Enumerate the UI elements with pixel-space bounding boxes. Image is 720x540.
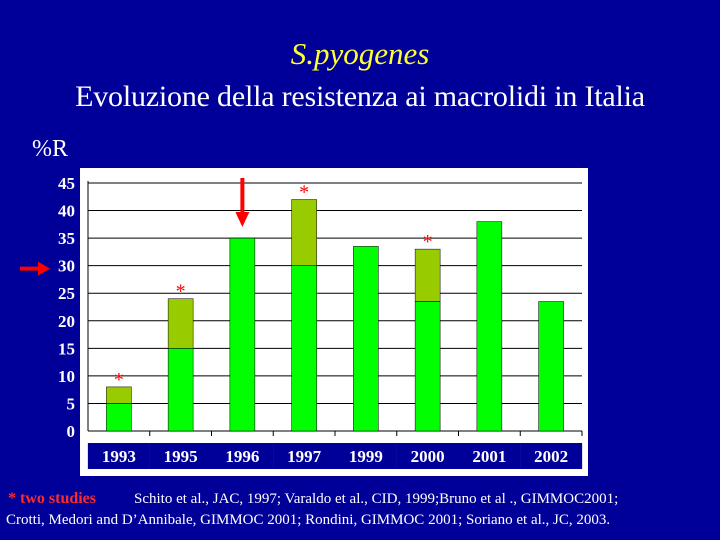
y-tick-label: 30 (58, 257, 75, 276)
star-marker: * (114, 369, 124, 391)
y-tick-label: 45 (58, 174, 75, 193)
bar-segment-primary (414, 301, 441, 432)
bar-segment-primary (291, 265, 317, 432)
bar-segment-secondary (291, 199, 317, 266)
x-tick-label-bg (87, 443, 150, 469)
y-axis-label: %R (32, 136, 68, 162)
arrow-down-head (235, 212, 250, 227)
x-tick-label: 2001 (472, 447, 506, 466)
y-tick-label: 35 (58, 229, 75, 248)
x-tick-label-bg (149, 443, 212, 469)
footnote-citation-line2: Crotti, Medori and D’Annibale, GIMMOC 20… (6, 512, 611, 528)
x-tick-label-bg (273, 443, 336, 469)
y-tick-label: 15 (58, 339, 75, 358)
chart-subtitle: Evoluzione della resistenza ai macrolidi… (75, 80, 645, 113)
bar-segment-primary (229, 237, 256, 432)
x-tick-label-bg (211, 443, 274, 469)
bar-segment-secondary (414, 248, 441, 302)
x-tick-label-bg (458, 443, 521, 469)
y-tick-label: 5 (67, 394, 76, 413)
arrow-right-head (38, 261, 50, 276)
star-marker: * (423, 231, 433, 253)
plot-area (80, 168, 588, 476)
y-tick-label: 40 (58, 202, 75, 221)
bar-segment-secondary (167, 298, 194, 349)
y-tick-label: 25 (58, 284, 75, 303)
x-tick-label: 2002 (534, 447, 568, 466)
y-tick-label: 20 (58, 312, 75, 331)
bar-segment-secondary (106, 386, 132, 404)
x-tick-label-bg (396, 443, 459, 469)
x-tick-label: 1996 (225, 447, 259, 466)
chart-title: S.pyogenes (290, 36, 430, 71)
bar-segment-primary (538, 301, 564, 432)
star-marker: * (299, 182, 309, 204)
bar-segment-primary (106, 403, 132, 432)
footnote-citation-line1: Schito et al., JAC, 1997; Varaldo et al.… (134, 491, 619, 507)
x-tick-label: 1995 (164, 447, 198, 466)
y-tick-label: 0 (67, 422, 76, 441)
x-tick-label: 2000 (411, 447, 445, 466)
x-tick-label: 1993 (102, 447, 136, 466)
footnote-star-label: * two studies (8, 490, 97, 507)
y-tick-label: 10 (58, 367, 75, 386)
star-marker: * (176, 281, 186, 303)
bar-segment-primary (353, 246, 379, 432)
bar-segment-primary (476, 221, 503, 432)
x-tick-label-bg (520, 443, 583, 469)
x-tick-label: 1997 (287, 447, 322, 466)
x-tick-label: 1999 (349, 447, 383, 466)
x-tick-label-bg (334, 443, 397, 469)
bar-segment-primary (167, 348, 194, 432)
